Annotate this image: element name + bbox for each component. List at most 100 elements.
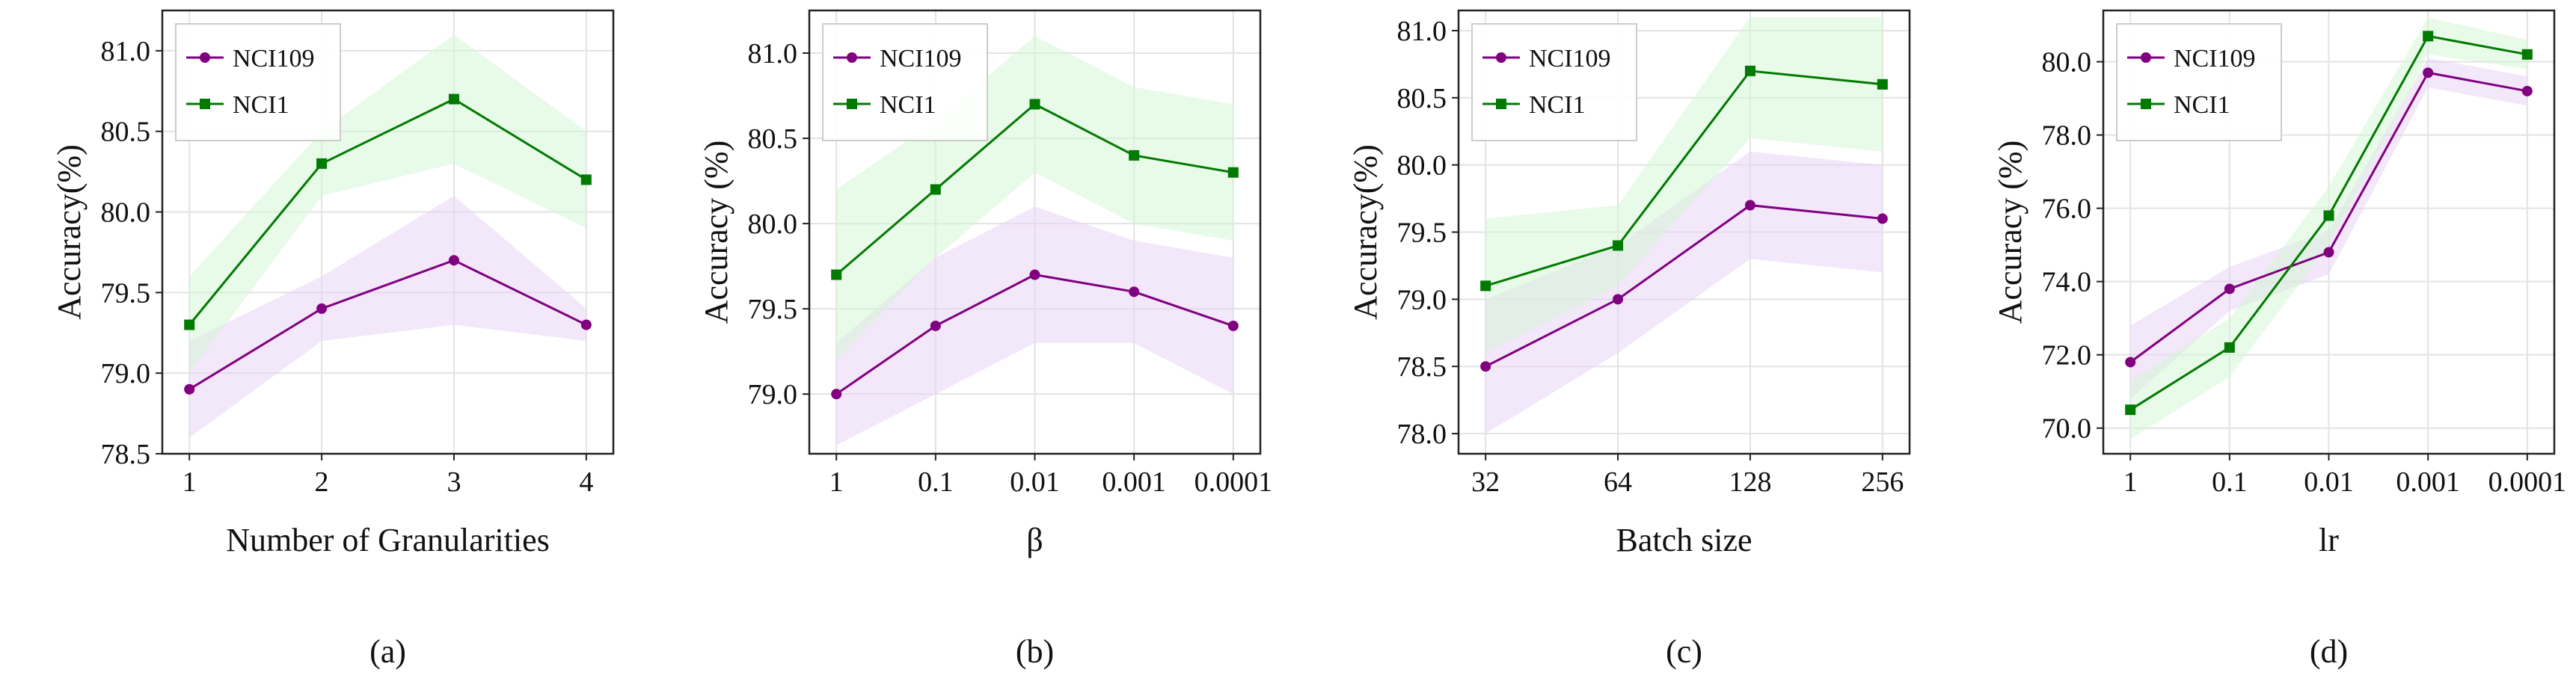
y-tick-label: 80.5 bbox=[101, 117, 151, 148]
series-line-nci1 bbox=[188, 97, 587, 326]
data-point-nci1 bbox=[2323, 210, 2334, 221]
plot-frame bbox=[161, 9, 615, 455]
y-tick-label: 79.0 bbox=[748, 379, 798, 410]
y-tick-label: 80.0 bbox=[101, 197, 151, 229]
y-tick-label: 79.5 bbox=[101, 277, 151, 309]
x-tick-label: 128 bbox=[1729, 466, 1771, 498]
data-point-nci109 bbox=[1480, 361, 1491, 372]
legend-label: NCI109 bbox=[233, 45, 315, 73]
data-point-nci1 bbox=[2125, 404, 2136, 416]
x-axis-label: lr bbox=[2319, 522, 2339, 558]
x-tick-label: 0.0001 bbox=[1195, 466, 1273, 498]
confidence-band-nci1 bbox=[1485, 17, 1883, 354]
data-point-nci109 bbox=[316, 303, 328, 314]
chart-panel-4: 70.0 72.0 74.0 76.0 78.0 80.0 1 0.1 0.01 0.001 0.0… bbox=[1992, 9, 2566, 670]
y-tick-label: 79.0 bbox=[101, 358, 151, 389]
x-tick-label: 4 bbox=[579, 466, 593, 498]
x-tick-label: 0.01 bbox=[2304, 466, 2354, 498]
x-tick-label: 0.001 bbox=[2396, 466, 2460, 498]
panel-label: (b) bbox=[1016, 633, 1054, 670]
legend-marker-circle bbox=[2141, 52, 2151, 63]
y-tick-label: 80.5 bbox=[1397, 83, 1447, 114]
data-point-nci109 bbox=[2521, 85, 2533, 96]
x-axis-label: Number of Granularities bbox=[226, 522, 550, 558]
x-axis-label: β bbox=[1026, 522, 1043, 558]
data-point-nci1 bbox=[316, 158, 328, 169]
legend-box bbox=[822, 23, 988, 141]
y-axis-label: Accuracy (%) bbox=[1992, 141, 2028, 324]
y-tick-label: 81.0 bbox=[101, 36, 151, 67]
data-point-nci109 bbox=[184, 383, 195, 395]
y-tick-label: 80.0 bbox=[1397, 150, 1447, 182]
legend-label: NCI1 bbox=[233, 91, 289, 119]
legend-marker-square bbox=[1496, 99, 1506, 109]
y-tick-label: 81.0 bbox=[1397, 16, 1447, 47]
panel-label: (c) bbox=[1666, 633, 1702, 670]
x-tick-label: 64 bbox=[1604, 466, 1632, 498]
x-axis-label: Batch size bbox=[1616, 522, 1752, 558]
legend-marker-square bbox=[2141, 99, 2151, 109]
y-tick-label: 80.5 bbox=[748, 123, 798, 155]
y-tick-label: 78.0 bbox=[2042, 120, 2092, 152]
confidence-band-nci109 bbox=[836, 206, 1233, 446]
y-axis-label: Accuracy (%) bbox=[698, 141, 735, 324]
chart-panel-1: 78.5 79.0 79.5 80.0 80.5 81.0 1 2 3 4 Number of Gr… bbox=[51, 9, 615, 670]
y-tick-label: 78.0 bbox=[1397, 419, 1447, 450]
panel-label: (d) bbox=[2310, 633, 2348, 670]
y-tick-label: 79.5 bbox=[1397, 218, 1447, 249]
data-point-nci1 bbox=[1744, 65, 1755, 76]
chart-panel-2: 79.0 79.5 80.0 80.5 81.0 1 0.1 0.01 0.001 0.0001 β… bbox=[698, 9, 1273, 670]
confidence-band-nci109 bbox=[189, 196, 586, 438]
x-tick-label: 32 bbox=[1471, 466, 1500, 498]
y-tick-label: 70.0 bbox=[2042, 413, 2092, 445]
legend: NCI109 NCI1 bbox=[175, 23, 341, 141]
data-point-nci109 bbox=[2224, 283, 2235, 295]
y-tick-label: 81.0 bbox=[748, 38, 798, 70]
legend-marker-circle bbox=[200, 52, 210, 63]
y-tick-label: 72.0 bbox=[2042, 340, 2092, 372]
x-tick-label: 1 bbox=[2123, 466, 2138, 498]
data-point-nci1 bbox=[580, 174, 592, 185]
data-point-nci1 bbox=[448, 93, 459, 105]
data-point-nci1 bbox=[2521, 49, 2533, 60]
legend-label: NCI1 bbox=[2174, 91, 2230, 119]
confidence-band-nci1 bbox=[836, 36, 1233, 360]
y-tick-label: 74.0 bbox=[2042, 267, 2092, 298]
data-point-nci109 bbox=[1129, 286, 1140, 298]
series-line-nci109 bbox=[188, 259, 587, 390]
data-point-nci109 bbox=[2423, 67, 2434, 78]
y-axis-label: Accuracy(%) bbox=[1347, 144, 1384, 320]
y-tick-label: 78.5 bbox=[1397, 351, 1447, 383]
legend-label: NCI109 bbox=[880, 45, 962, 73]
chart-panel-3: 78.0 78.5 79.0 79.5 80.0 80.5 81.0 32 64 128 256 Ba… bbox=[1347, 9, 1911, 670]
legend-box bbox=[175, 23, 341, 141]
data-point-nci1 bbox=[184, 319, 195, 330]
data-point-nci1 bbox=[930, 184, 941, 195]
data-point-nci1 bbox=[1029, 99, 1040, 110]
y-tick-label: 80.0 bbox=[748, 209, 798, 240]
x-tick-label: 1 bbox=[183, 466, 197, 498]
data-point-nci109 bbox=[1613, 294, 1624, 305]
series-line-nci109 bbox=[1485, 204, 1883, 368]
data-point-nci109 bbox=[1877, 213, 1888, 224]
data-point-nci109 bbox=[930, 320, 941, 331]
data-point-nci109 bbox=[2125, 357, 2136, 368]
data-point-nci109 bbox=[831, 389, 842, 400]
x-tick-label: 0.1 bbox=[918, 466, 954, 498]
y-tick-label: 79.5 bbox=[748, 294, 798, 325]
data-point-nci1 bbox=[1613, 240, 1624, 251]
data-point-nci109 bbox=[1029, 269, 1040, 280]
confidence-band-nci1 bbox=[2130, 17, 2527, 440]
data-point-nci109 bbox=[580, 319, 592, 330]
data-point-nci1 bbox=[1227, 167, 1239, 178]
legend-marker-square bbox=[200, 99, 210, 109]
data-point-nci1 bbox=[1877, 78, 1888, 90]
data-point-nci1 bbox=[2224, 342, 2235, 353]
series-line-nci1 bbox=[1485, 70, 1883, 287]
x-tick-label: 2 bbox=[315, 466, 329, 498]
data-point-nci1 bbox=[1480, 280, 1491, 292]
confidence-band-nci109 bbox=[1485, 151, 1883, 434]
data-point-nci1 bbox=[2423, 31, 2434, 42]
y-tick-label: 79.0 bbox=[1397, 284, 1447, 315]
